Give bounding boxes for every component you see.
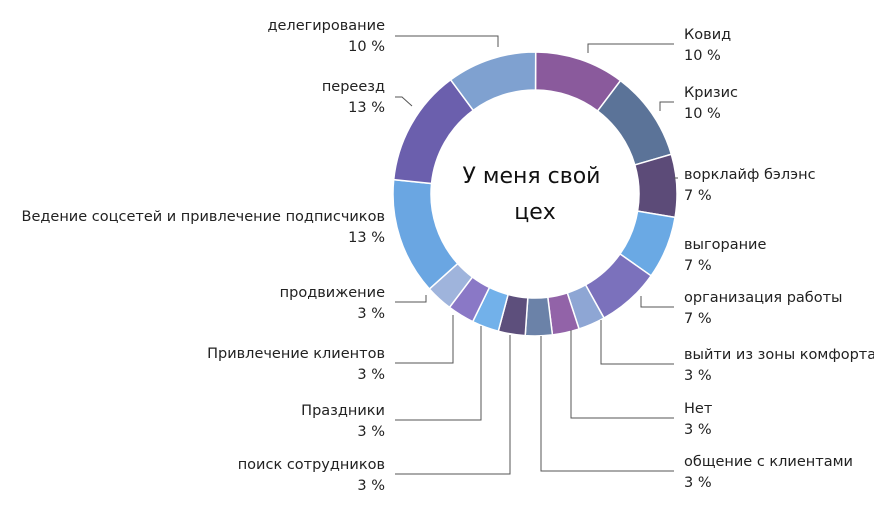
slice-value-label: 13 % — [348, 230, 385, 246]
leader-line — [395, 295, 427, 303]
slice-value-label: 10 % — [684, 106, 721, 122]
slice-value-label: 3 % — [357, 478, 385, 494]
slice-value-label: 10 % — [684, 48, 721, 64]
slice-value-label: 7 % — [684, 311, 712, 327]
slice-value-label: 13 % — [348, 100, 385, 116]
slice-value-label: 10 % — [348, 39, 385, 55]
leader-line — [395, 96, 413, 107]
slice-value-label: 3 % — [357, 424, 385, 440]
donut-slices — [392, 51, 678, 337]
slice-label: продвижение — [280, 285, 385, 301]
slice-value-label: 7 % — [684, 258, 712, 274]
leader-line — [600, 320, 674, 365]
slice-label: Праздники — [301, 403, 385, 419]
leader-line — [640, 296, 674, 308]
slice-label: Кризис — [684, 85, 738, 101]
slice-label: Ковид — [684, 27, 731, 43]
slice-value-label: 3 % — [357, 367, 385, 383]
leader-line — [540, 336, 674, 472]
leader-lines — [395, 35, 678, 475]
donut-slice — [449, 51, 537, 112]
slice-label: переезд — [322, 79, 385, 95]
slice-value-label: 3 % — [684, 422, 712, 438]
slice-value-label: 3 % — [357, 306, 385, 322]
slice-label: общение с клиентами — [684, 454, 853, 470]
slice-value-label: 7 % — [684, 188, 712, 204]
donut-slice — [633, 153, 678, 219]
leader-line — [587, 43, 674, 53]
slice-label: ворклайф бэлэнс — [684, 167, 816, 183]
slice-label: делегирование — [267, 18, 385, 34]
slice-label: поиск сотрудников — [238, 457, 385, 473]
leader-line — [395, 326, 482, 421]
donut-slice — [392, 178, 459, 290]
leader-line — [395, 315, 454, 364]
slice-label: Ведение соцсетей и привлечение подписчик… — [22, 209, 385, 225]
donut-slice — [524, 296, 554, 337]
slice-label: выгорание — [684, 237, 766, 253]
slice-label: Нет — [684, 401, 713, 417]
slice-label: выйти из зоны комфорта — [684, 347, 874, 363]
chart-title: У меня свой цех — [463, 164, 608, 225]
chart-title-line-2: цех — [514, 200, 556, 225]
slice-labels: Ковид 10 % Кризис 10 % ворклайф бэлэнс 7 % выг… — [22, 18, 874, 494]
slice-value-label: 3 % — [684, 475, 712, 491]
slice-label: Привлечение клиентов — [207, 346, 385, 362]
leader-line — [659, 101, 674, 111]
leader-line — [395, 35, 499, 47]
slice-label: организация работы — [684, 290, 843, 306]
leader-line — [395, 335, 511, 475]
slice-value-label: 3 % — [684, 368, 712, 384]
leader-line — [570, 330, 674, 419]
chart-title-line-1: У меня свой — [463, 164, 601, 189]
